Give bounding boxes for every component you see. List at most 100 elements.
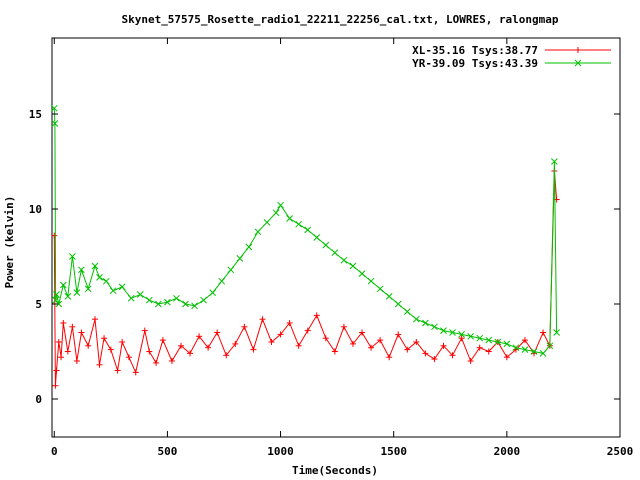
x-tick-label: 2500 [607,445,634,458]
data-point [467,332,474,340]
data-point [177,342,184,349]
data-point [349,340,356,347]
legend-marker-0 [575,47,581,53]
series-line-0 [53,170,558,386]
data-point [78,266,85,274]
data-point [340,323,347,330]
data-point [51,232,58,239]
data-point [196,333,203,340]
data-point [159,337,166,344]
series-layer [50,104,560,389]
data-point [313,234,321,241]
data-point [191,302,198,310]
data-point [164,298,171,306]
data-point [107,346,114,353]
data-point [218,277,226,285]
data-point [340,256,348,264]
data-point [250,346,257,353]
data-point [96,274,103,281]
data-point [331,348,338,355]
data-point [84,285,92,293]
data-point [458,335,465,342]
data-point [173,294,180,302]
data-point [503,354,510,361]
data-point [146,348,153,355]
data-point [412,315,420,323]
data-point [136,291,144,298]
data-point [205,344,212,351]
data-point [168,358,175,364]
data-point [109,287,117,295]
data-point [263,218,271,226]
data-point [91,262,99,270]
data-point [102,277,110,285]
data-point [539,350,547,357]
data-point [145,296,153,304]
data-point [245,243,253,251]
data-point [449,329,456,336]
x-axis-label: Time(Seconds) [292,464,378,477]
data-point [521,337,528,344]
data-point [60,320,67,326]
y-tick-label: 15 [29,108,42,121]
legend: XL-35.16 Tsys:38.77 YR-39.09 Tsys:43.39 [412,44,611,70]
plot-frame [51,37,621,438]
data-point [125,354,132,361]
data-point [53,291,60,298]
data-point [358,270,366,277]
data-point [368,344,375,351]
data-point [331,249,339,257]
data-point [512,344,520,352]
data-point [85,342,92,349]
data-point [422,350,429,357]
data-point [182,300,189,308]
y-axis-label: Power (kelvin) [3,196,16,289]
data-point [114,367,121,374]
data-point [322,241,330,249]
data-point [485,348,492,355]
data-point [295,220,303,228]
data-point [431,323,438,331]
data-point [223,352,230,359]
data-point [349,262,357,270]
data-point [313,312,320,319]
data-point [53,367,60,374]
data-point [259,316,266,323]
data-point [214,329,221,336]
data-point [69,253,76,260]
data-point [155,300,162,308]
data-point [50,104,58,112]
x-tick-label: 500 [157,445,177,458]
data-point [304,327,311,334]
data-point [494,338,502,346]
data-point [367,277,375,285]
data-point [55,339,62,345]
x-tick-label: 1500 [380,445,407,458]
data-point [376,285,384,293]
data-point [286,215,293,222]
legend-label-yr: YR-39.09 Tsys:43.39 [412,57,538,70]
y-tick-label: 0 [35,393,42,406]
data-point [277,331,284,338]
legend-marker-1 [574,59,582,67]
data-point [209,289,217,296]
data-point [96,361,103,368]
data-point [200,296,207,304]
data-point [64,293,72,300]
data-point [304,226,312,234]
data-point [141,327,148,334]
data-point [404,346,411,353]
data-point [413,339,420,345]
data-point [546,342,554,350]
data-point [187,350,194,357]
data-point [449,352,456,359]
data-point [530,348,538,355]
data-point [73,289,81,296]
data-point [476,344,483,351]
x-tick-label: 1000 [267,445,294,458]
data-point [232,340,239,347]
x-tick-label: 0 [51,445,58,458]
data-point [52,382,59,389]
y-axis: 0 5 10 15 [29,108,620,406]
